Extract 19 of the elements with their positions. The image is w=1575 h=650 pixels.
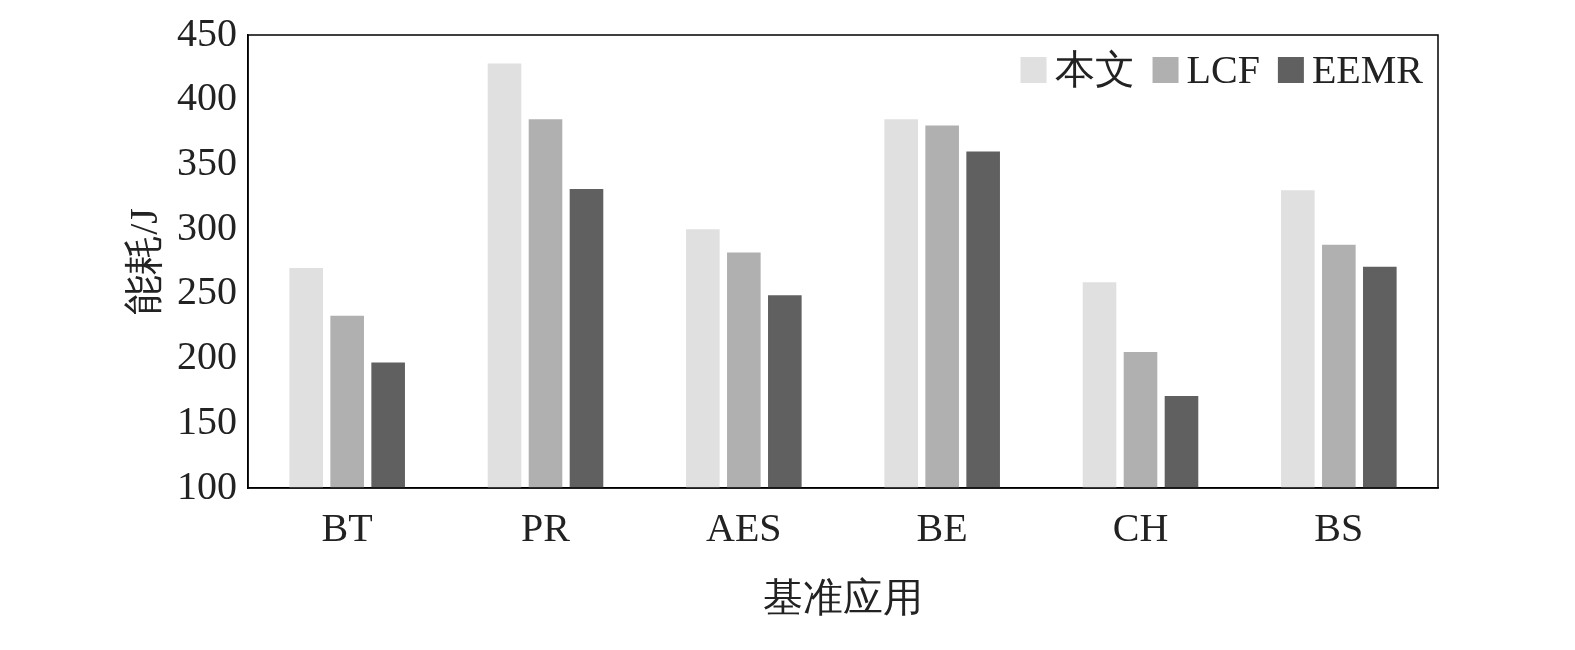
y-tick-label: 350: [177, 138, 237, 184]
y-axis-title: 能耗/J: [120, 208, 166, 315]
legend-label: LCF: [1186, 46, 1260, 92]
legend-label: EEMR: [1311, 46, 1424, 92]
x-tick-label: AES: [706, 504, 782, 550]
x-axis-title: 基准应用: [763, 574, 923, 620]
x-tick-label: BS: [1314, 504, 1364, 550]
y-tick-label: 200: [177, 333, 237, 379]
y-tick-label: 400: [177, 74, 237, 120]
x-tick-label: PR: [521, 504, 571, 550]
x-tick-label: BE: [916, 504, 968, 550]
x-tick-label: BT: [321, 504, 373, 550]
y-tick-label: 250: [177, 268, 237, 314]
y-tick-label: 450: [177, 9, 237, 55]
legend-label: 本文: [1054, 46, 1135, 92]
y-tick-label: 100: [177, 462, 237, 508]
y-tick-label: 300: [177, 203, 237, 249]
y-tick-label: 150: [177, 397, 237, 443]
x-tick-label: CH: [1112, 504, 1169, 550]
